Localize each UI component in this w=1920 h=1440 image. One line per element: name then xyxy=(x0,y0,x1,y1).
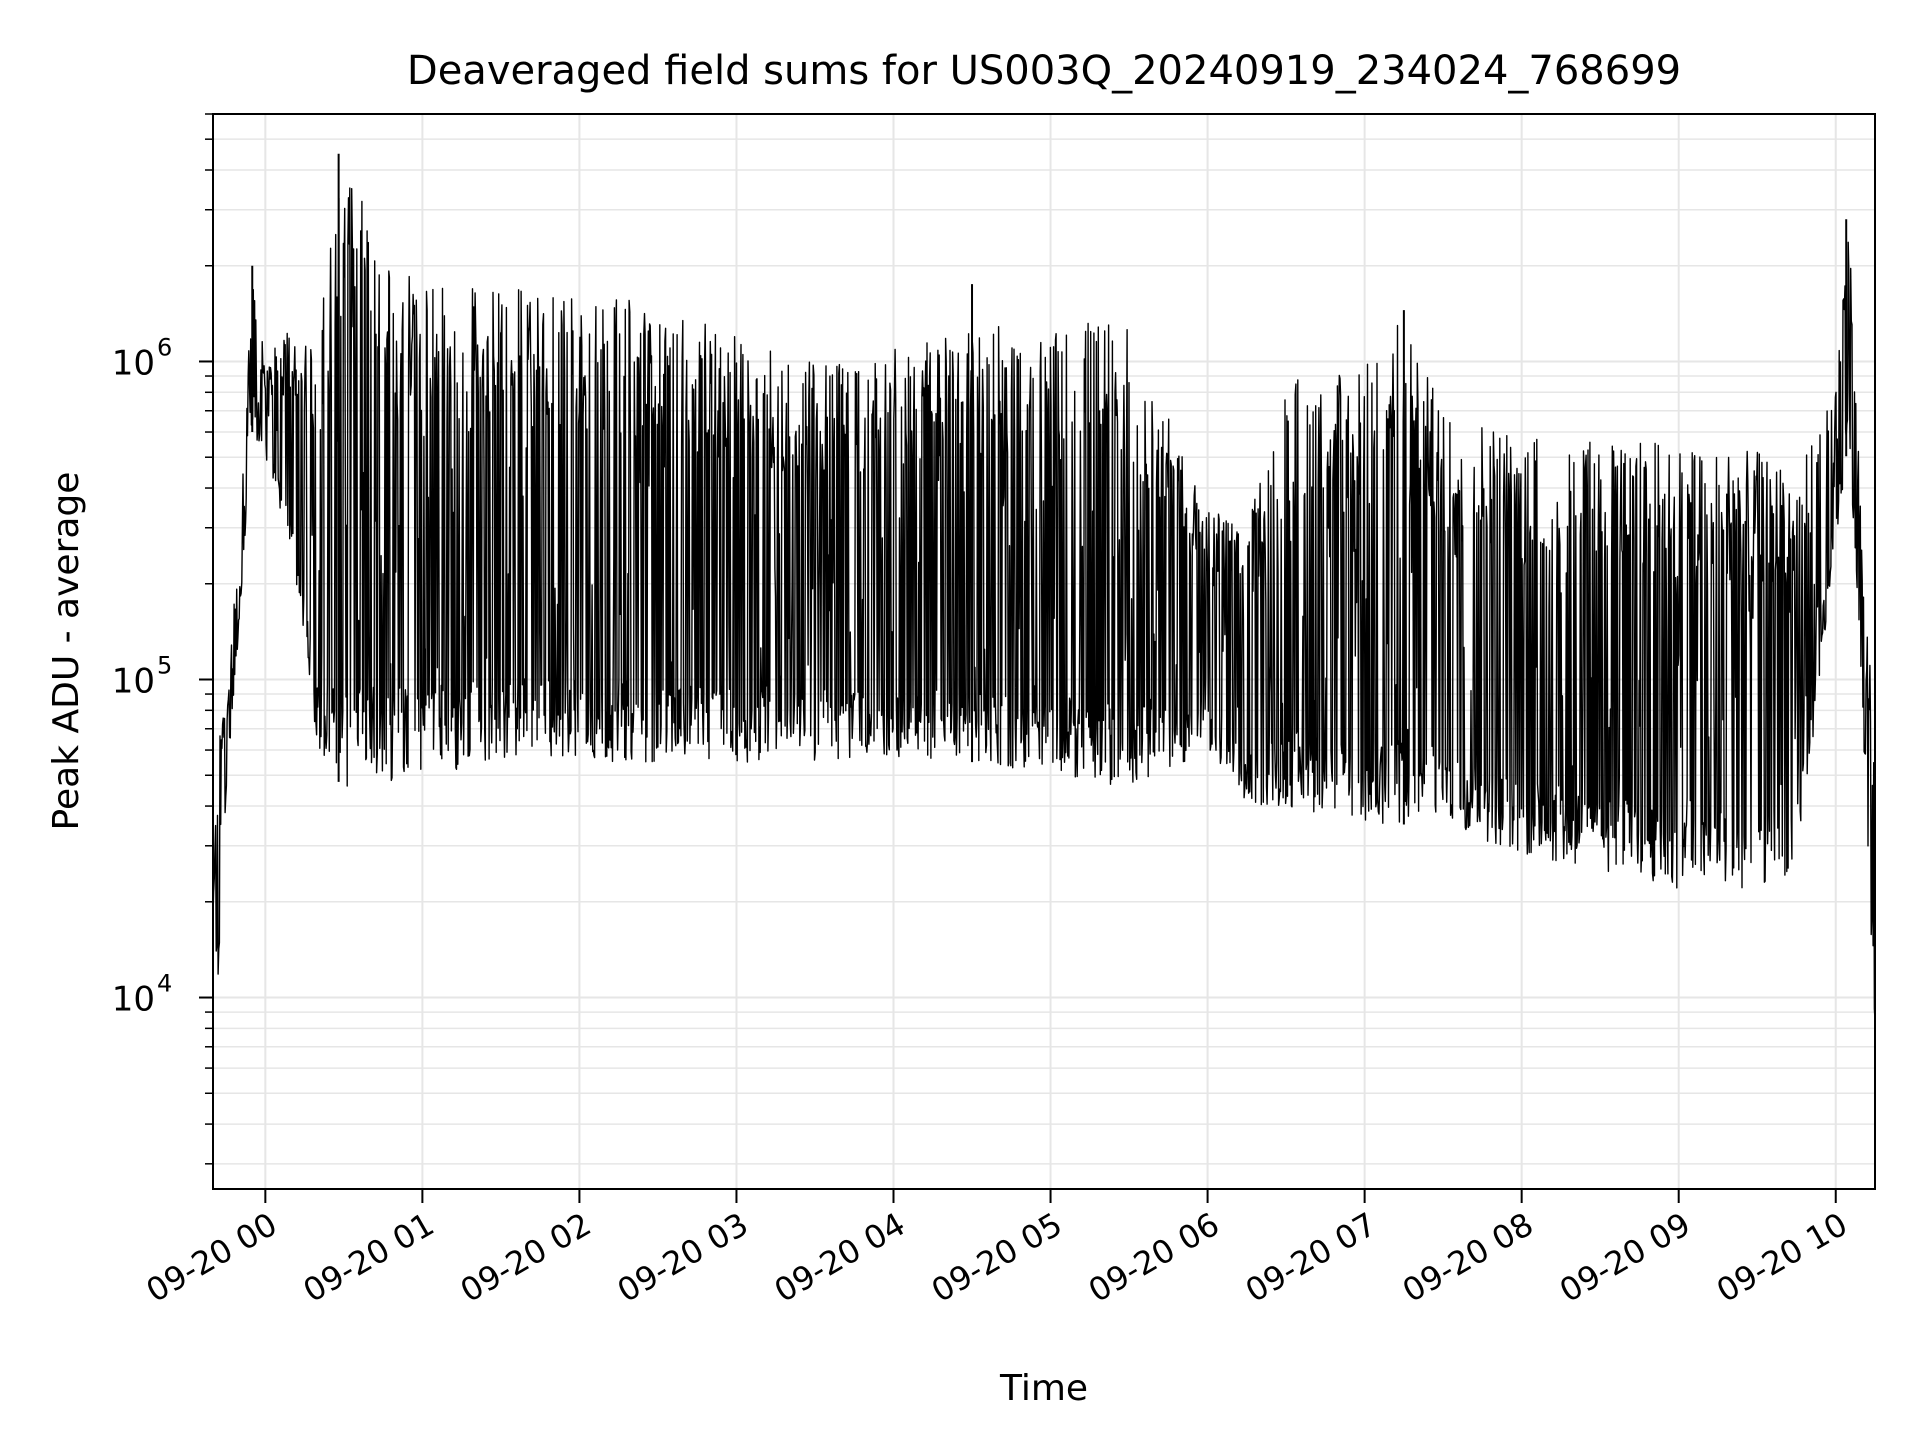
y-tick-exponent: 4 xyxy=(157,970,172,998)
data-series xyxy=(212,153,1876,1021)
y-tick-base: 10 xyxy=(112,343,155,383)
y-tick-label: 10 6 xyxy=(112,333,173,383)
y-tick-exponent: 6 xyxy=(157,333,172,361)
y-tick-base: 10 xyxy=(112,980,155,1020)
y-tick-base: 10 xyxy=(112,662,155,702)
x-axis-label: Time xyxy=(999,1368,1088,1409)
y-tick-label: 10 4 xyxy=(112,970,173,1020)
y-tick-label: 10 5 xyxy=(112,652,173,702)
series-line xyxy=(212,187,1876,1021)
y-axis-label: Peak ADU - average xyxy=(46,472,87,831)
plot-frame xyxy=(212,113,1876,1190)
chart-title: Deaveraged field sums for US003Q_2024091… xyxy=(407,48,1681,94)
y-tick-exponent: 5 xyxy=(157,652,172,680)
